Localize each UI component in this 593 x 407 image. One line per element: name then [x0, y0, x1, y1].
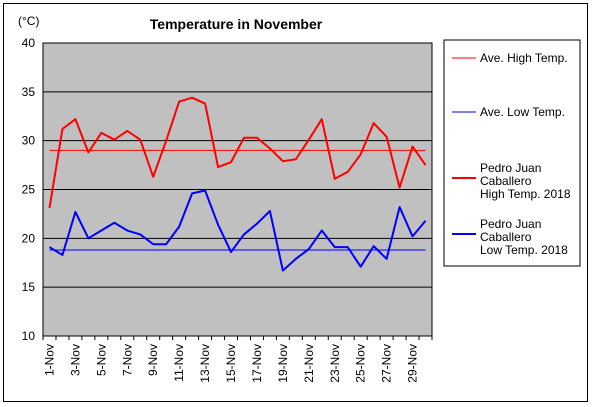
y-tick-label: 15: [22, 280, 36, 294]
legend-label: Low Temp. 2018: [480, 243, 568, 257]
y-tick-label: 25: [22, 183, 36, 197]
legend-label: Caballero: [480, 174, 532, 188]
x-tick-label: 7-Nov: [120, 344, 134, 376]
legend-label: Pedro Juan: [480, 161, 541, 175]
x-tick-label: 13-Nov: [198, 344, 212, 383]
y-axis-unit-label: (°C): [18, 14, 39, 28]
x-tick-label: 9-Nov: [146, 344, 160, 376]
legend-label: Ave. High Temp.: [480, 51, 568, 65]
legend-label: Caballero: [480, 230, 532, 244]
x-tick-label: 23-Nov: [328, 344, 342, 383]
series-line: [48, 189, 427, 272]
y-tick-label: 35: [22, 85, 36, 99]
y-tick-label: 30: [22, 134, 36, 148]
series-layer: [48, 96, 427, 272]
x-tick-label: 17-Nov: [250, 344, 264, 383]
x-tick-label: 5-Nov: [94, 344, 108, 376]
x-tick-label: 15-Nov: [224, 344, 238, 383]
x-tick-label: 1-Nov: [42, 344, 56, 376]
y-tick-label: 40: [22, 36, 36, 50]
x-tick-label: 29-Nov: [406, 344, 420, 383]
chart-title: Temperature in November: [150, 16, 323, 32]
series-line: [48, 96, 427, 209]
x-axis-ticks: 1-Nov 3-Nov 5-Nov 7-Nov 9-Nov 11-Nov 13-Nov 15-…: [42, 336, 433, 383]
legend-label: Pedro Juan: [480, 217, 541, 231]
legend-items: Ave. High Temp.Ave. Low Temp.Pedro JuanC…: [452, 51, 571, 257]
x-tick-label: 27-Nov: [380, 344, 394, 383]
legend-label: Ave. Low Temp.: [480, 105, 565, 119]
y-tick-label: 10: [22, 329, 36, 343]
x-tick-label: 25-Nov: [354, 344, 368, 383]
y-axis-ticks: 10 15 20 25 30 35 40: [22, 36, 36, 343]
y-tick-label: 20: [22, 231, 36, 245]
legend: [443, 39, 581, 267]
x-tick-label: 11-Nov: [172, 344, 186, 382]
x-tick-label: 21-Nov: [302, 344, 316, 383]
legend-label: High Temp. 2018: [480, 187, 571, 201]
x-tick-label: 19-Nov: [276, 344, 290, 383]
x-tick-label: 3-Nov: [68, 344, 82, 376]
